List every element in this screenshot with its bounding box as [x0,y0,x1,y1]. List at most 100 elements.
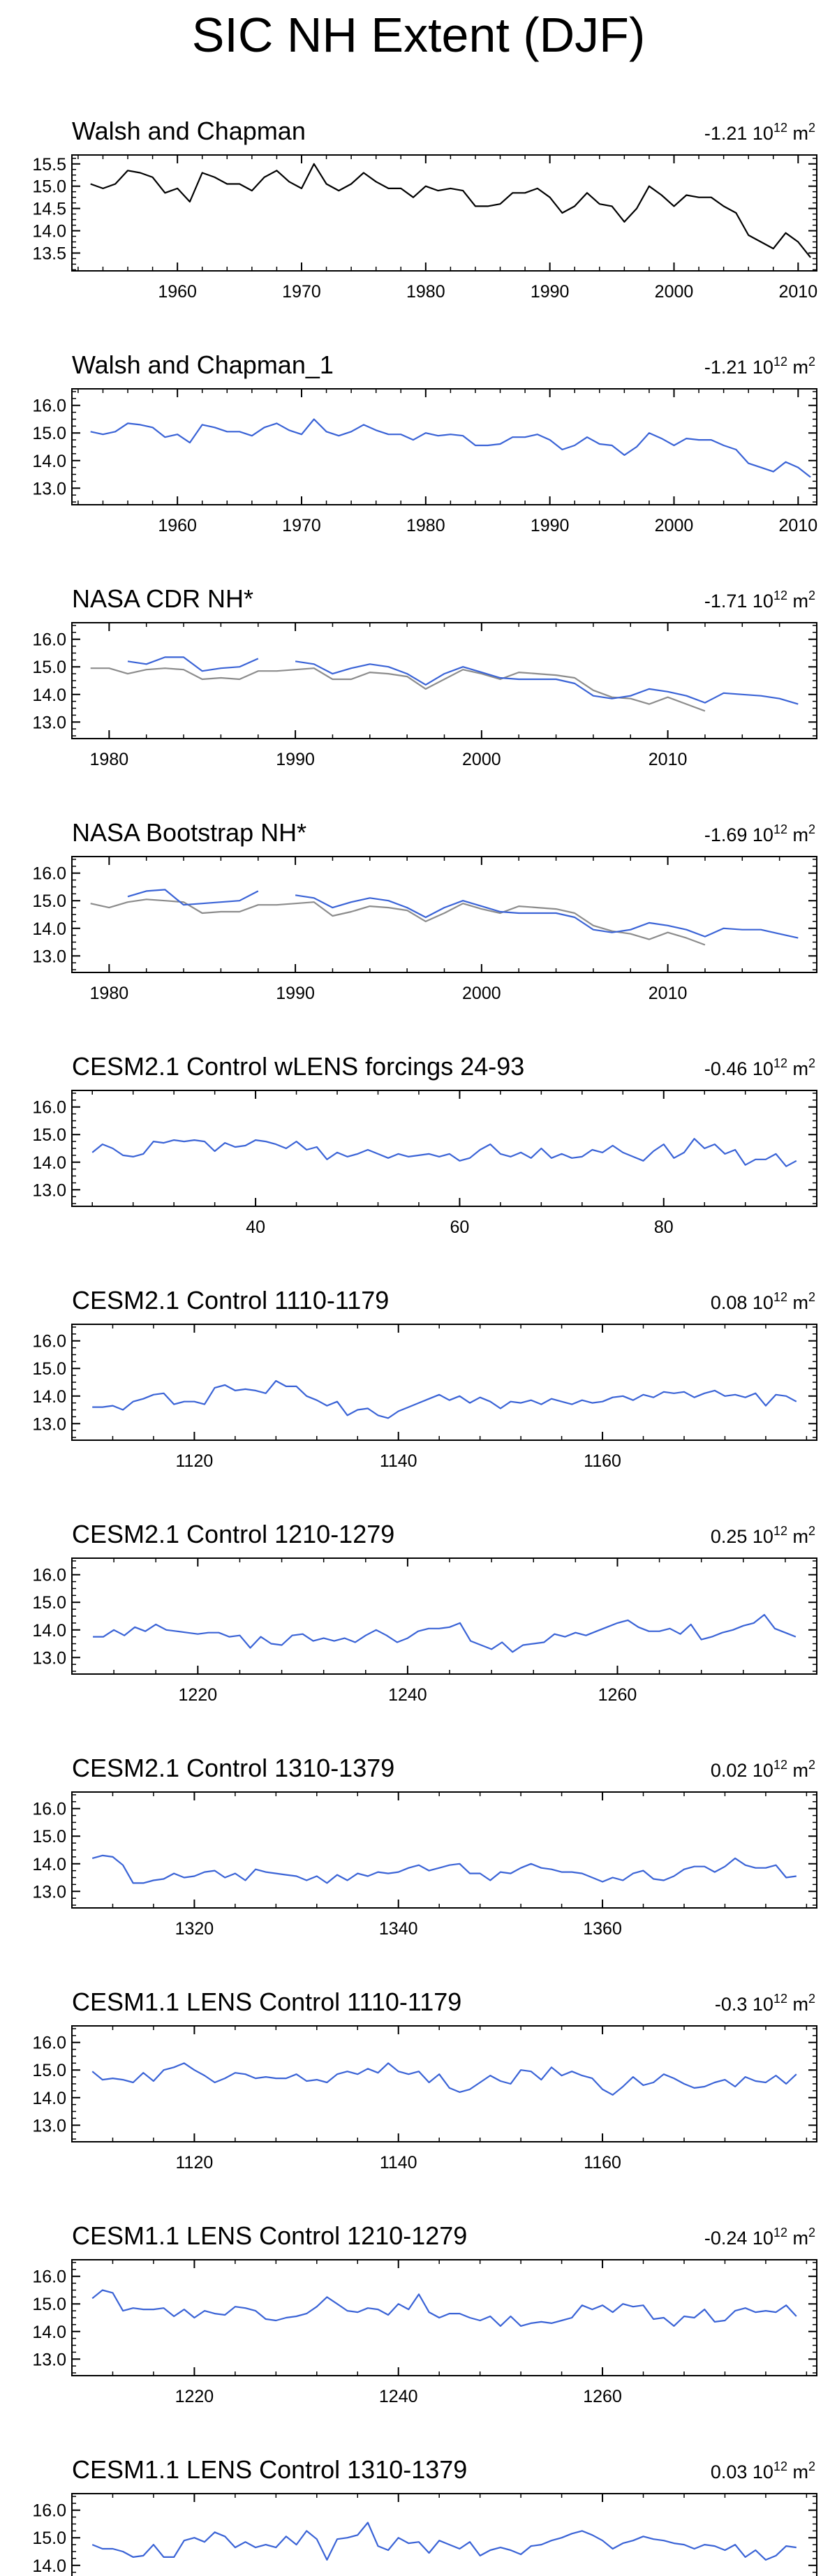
trend-label: -0.24 1012 m2 [704,2226,815,2249]
panel-title: NASA Bootstrap NH* [72,818,306,847]
trend-label: 0.25 1012 m2 [711,1524,815,1547]
panel-title: CESM2.1 Control 1310-1379 [72,1754,394,1782]
y-tick-label: 15.5 [32,155,66,175]
series-line [90,667,706,712]
y-tick-label: 14.0 [32,1153,66,1173]
y-tick-label: 14.0 [32,222,66,242]
trend-label: -1.21 1012 m2 [704,355,815,378]
y-tick-label: 14.0 [32,1621,66,1641]
panel-title: Walsh and Chapman [72,117,306,145]
x-tick-label: 1970 [282,516,321,535]
x-tick-label: 1120 [176,1451,214,1471]
x-tick-label: 1260 [598,1685,637,1705]
x-tick-label: 60 [450,1217,470,1237]
trend-label: -0.46 1012 m2 [704,1056,815,1079]
y-tick-label: 14.0 [32,2089,66,2108]
y-tick-label: 14.0 [32,2556,66,2576]
y-tick-label: 13.0 [32,1648,66,1668]
x-tick-label: 80 [654,1217,674,1237]
y-tick-label: 13.0 [32,479,66,498]
x-tick-label: 1220 [175,2387,214,2406]
series-line [91,1854,797,1884]
x-tick-label: 1240 [379,2387,418,2406]
series-line [91,2289,797,2327]
trend-label: -0.3 1012 m2 [715,1992,815,2015]
plot-frame [71,2025,817,2142]
x-tick-label: 2010 [649,750,688,769]
plot-frame [71,2493,817,2576]
x-tick-label: 2010 [779,282,818,302]
y-tick-label: 16.0 [32,1800,66,1819]
plot-frame [71,856,817,973]
panel-title: Walsh and Chapman_1 [72,350,334,379]
panel-title: CESM2.1 Control wLENS forcings 24-93 [72,1052,524,1081]
y-tick-label: 16.0 [32,630,66,650]
y-tick-label: 13.0 [32,1180,66,1200]
series-line [91,2522,797,2561]
x-tick-label: 1980 [90,984,129,1003]
plot-frame [71,2259,817,2376]
y-tick-label: 15.0 [32,891,66,911]
y-tick-label: 14.0 [32,2323,66,2342]
y-tick-label: 16.0 [32,397,66,416]
trend-label: 0.03 1012 m2 [711,2459,815,2482]
panel-title: CESM1.1 LENS Control 1310-1379 [72,2455,467,2484]
y-tick-label: 13.0 [32,1882,66,1902]
x-tick-label: 2010 [649,984,688,1003]
y-tick-label: 16.0 [32,2501,66,2521]
x-tick-label: 1990 [276,984,315,1003]
x-tick-label: 1970 [282,282,321,302]
plot-frame [71,1791,817,1909]
trend-label: -1.21 1012 m2 [704,121,815,144]
panel-title: NASA CDR NH* [72,584,253,613]
y-tick-label: 13.0 [32,713,66,732]
series-line [93,1613,797,1653]
x-tick-label: 1120 [176,2153,214,2172]
y-tick-label: 16.0 [32,2267,66,2287]
plot-frame [71,388,817,505]
y-tick-label: 15.0 [32,1593,66,1613]
x-tick-label: 1990 [531,282,570,302]
y-tick-label: 13.0 [32,2350,66,2369]
x-tick-label: 2000 [462,750,501,769]
x-tick-label: 1160 [584,1451,621,1471]
x-tick-label: 1260 [583,2387,622,2406]
x-tick-label: 1220 [179,1685,218,1705]
panel-title: CESM2.1 Control 1210-1279 [72,1520,394,1548]
plot-frame [71,622,817,739]
trend-label: -1.69 1012 m2 [704,822,815,845]
series-line [92,1379,797,1419]
y-tick-label: 16.0 [32,864,66,884]
x-tick-label: 1980 [90,750,129,769]
y-tick-label: 15.0 [32,2529,66,2548]
y-tick-label: 13.0 [32,947,66,966]
y-tick-label: 14.0 [32,1855,66,1874]
plot-frame [71,154,817,272]
plot-frame [71,1557,817,1675]
y-tick-label: 16.0 [32,1332,66,1352]
y-tick-label: 15.0 [32,1359,66,1379]
x-tick-label: 1340 [379,1919,418,1939]
x-tick-label: 2010 [779,516,818,535]
series-line [90,898,706,946]
y-tick-label: 14.5 [32,200,66,219]
y-tick-label: 15.0 [32,177,66,197]
y-tick-label: 15.0 [32,424,66,443]
x-tick-label: 1990 [531,516,570,535]
series-line [127,889,799,939]
x-tick-label: 1960 [158,282,197,302]
x-tick-label: 1990 [276,750,315,769]
x-tick-label: 1980 [406,516,445,535]
plot-frame [71,1324,817,1441]
series-line [90,418,811,478]
trend-label: -1.71 1012 m2 [704,589,815,612]
series-line [91,2062,797,2096]
x-tick-label: 2000 [655,282,694,302]
y-tick-label: 16.0 [32,1566,66,1585]
y-tick-label: 15.0 [32,1125,66,1145]
y-tick-label: 15.0 [32,2295,66,2314]
trend-label: 0.02 1012 m2 [711,1758,815,1781]
page-title: SIC NH Extent (DJF) [191,8,646,62]
y-tick-label: 15.0 [32,1827,66,1846]
